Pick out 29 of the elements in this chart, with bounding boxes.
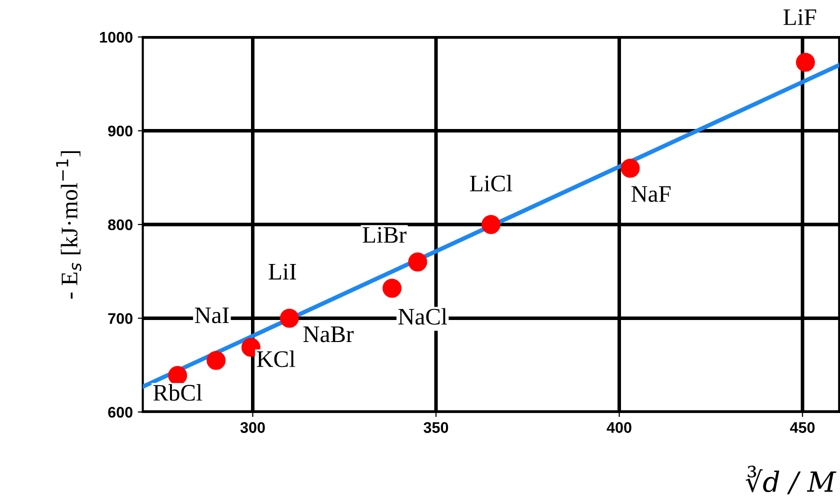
point bbox=[482, 215, 500, 234]
point bbox=[382, 278, 402, 298]
annotation: RbCl bbox=[153, 384, 202, 401]
y-tick-label: 600 bbox=[108, 406, 132, 418]
point bbox=[796, 52, 815, 72]
annotation: NaI bbox=[194, 308, 229, 324]
point bbox=[206, 350, 226, 370]
annotation: NaF bbox=[631, 186, 671, 202]
point bbox=[280, 308, 299, 328]
x-axis-title: ∛d / M bbox=[746, 466, 836, 494]
annotation: LiI bbox=[268, 264, 296, 280]
point bbox=[168, 366, 188, 385]
y-tick-label: 1000 bbox=[100, 32, 132, 43]
x-tick-label: 350 bbox=[424, 422, 448, 433]
y-tick-label: 700 bbox=[108, 313, 132, 324]
point bbox=[620, 158, 640, 178]
annotation: NaCl bbox=[398, 308, 448, 325]
x-tick-label: 450 bbox=[790, 422, 815, 433]
y-axis-title: - E$_{s}$ [kJ·mol$^{−1}$] bbox=[56, 151, 82, 299]
x-tick-label: 300 bbox=[240, 422, 265, 433]
point bbox=[408, 252, 428, 272]
annotation: LiBr bbox=[362, 227, 406, 243]
y-tick-label: 900 bbox=[108, 126, 132, 136]
x-tick-label: 400 bbox=[606, 422, 632, 433]
annotation: LiF bbox=[784, 9, 816, 25]
y-tick-label: 800 bbox=[108, 219, 132, 230]
annotation: KCl bbox=[256, 350, 296, 368]
annotation: NaBr bbox=[303, 326, 354, 342]
annotation: LiCl bbox=[470, 174, 512, 192]
